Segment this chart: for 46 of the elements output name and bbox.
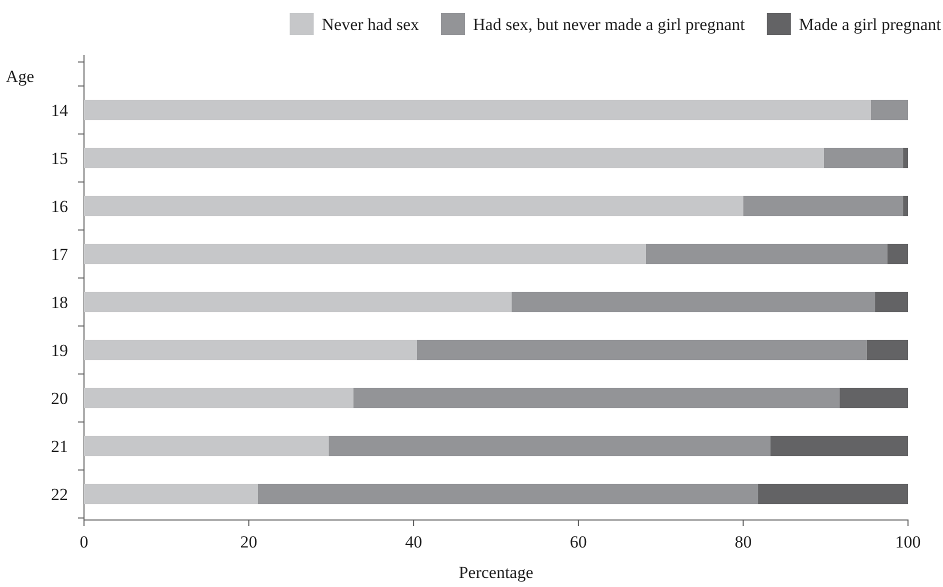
x-axis-title: Percentage bbox=[458, 563, 534, 582]
y-tick-label: 20 bbox=[51, 388, 68, 408]
y-tick-label: 14 bbox=[51, 100, 68, 120]
bar bbox=[875, 292, 908, 312]
bar bbox=[84, 148, 824, 168]
bar bbox=[84, 292, 512, 312]
bar bbox=[84, 340, 417, 360]
x-tick-label: 80 bbox=[734, 532, 752, 552]
bar bbox=[328, 436, 770, 456]
x-tick-label: 100 bbox=[895, 532, 921, 552]
bar bbox=[512, 292, 876, 312]
y-tick-label: 22 bbox=[51, 484, 68, 504]
bar bbox=[84, 436, 329, 456]
bar bbox=[903, 148, 908, 168]
bar bbox=[758, 484, 908, 504]
bar bbox=[866, 340, 908, 360]
legend-label: Made a girl pregnant bbox=[798, 14, 942, 34]
bar bbox=[903, 196, 908, 216]
x-tick-label: 60 bbox=[570, 532, 587, 552]
bar bbox=[416, 340, 867, 360]
bar bbox=[770, 436, 908, 456]
y-tick-label: 19 bbox=[51, 340, 68, 360]
bar bbox=[84, 244, 646, 264]
bar bbox=[840, 388, 908, 408]
bar bbox=[743, 196, 904, 216]
y-axis-title: Age bbox=[6, 67, 34, 86]
bar bbox=[353, 388, 840, 408]
y-tick-label: 16 bbox=[51, 196, 68, 216]
y-tick-label: 18 bbox=[51, 292, 68, 312]
bar bbox=[870, 100, 908, 120]
y-tick-label: 21 bbox=[51, 436, 68, 456]
x-tick-label: 20 bbox=[240, 532, 258, 552]
bar bbox=[84, 388, 354, 408]
bar bbox=[84, 100, 871, 120]
bar bbox=[646, 244, 888, 264]
y-tick-label: 17 bbox=[51, 244, 68, 264]
bar bbox=[887, 244, 908, 264]
bar bbox=[258, 484, 758, 504]
legend-label: Had sex, but never made a girl pregnant bbox=[473, 14, 746, 34]
x-tick-label: 0 bbox=[80, 532, 88, 552]
legend-label: Never had sex bbox=[322, 14, 420, 34]
bar bbox=[84, 196, 744, 216]
bar bbox=[824, 148, 904, 168]
y-tick-label: 15 bbox=[51, 148, 68, 168]
x-tick-label: 40 bbox=[405, 532, 422, 552]
bar bbox=[84, 484, 258, 504]
